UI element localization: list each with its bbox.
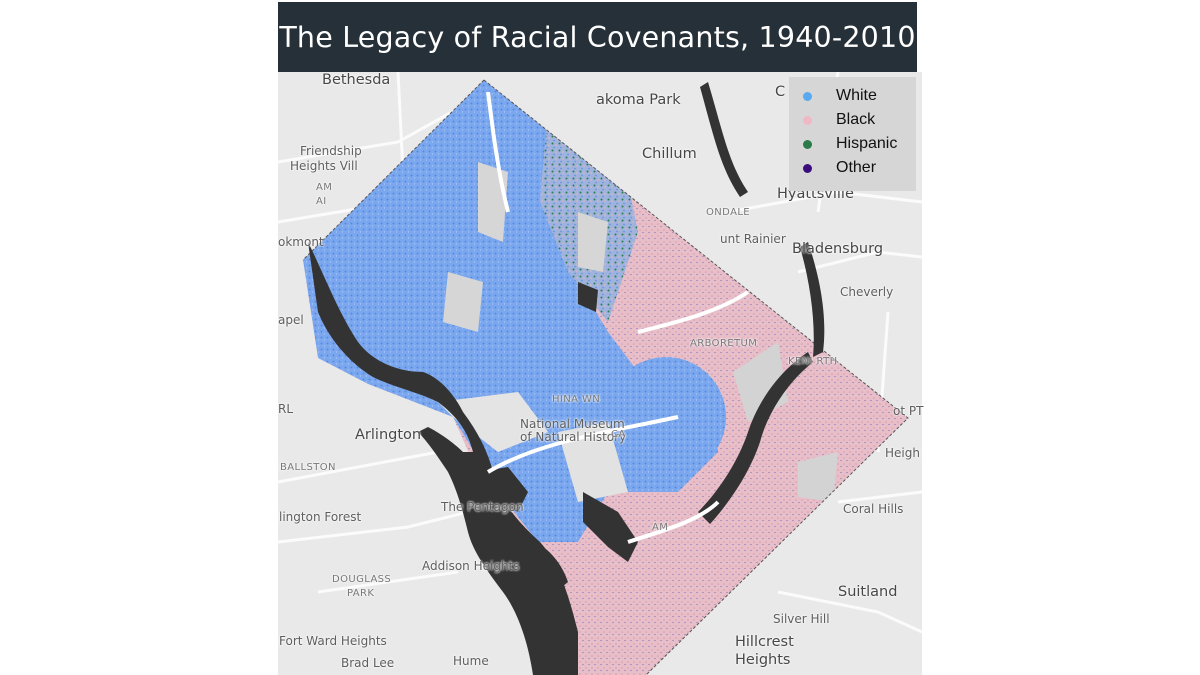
label-c: C xyxy=(775,84,786,100)
label-capitol: CA xyxy=(611,429,626,440)
label-friendship-1: Friendship xyxy=(300,144,362,158)
label-douglass-1: DOUGLASS xyxy=(332,574,392,585)
label-fort-ward-heights: Fort Ward Heights xyxy=(279,634,387,648)
label-arlington-forest: lington Forest xyxy=(279,510,362,524)
label-ondale: ONDALE xyxy=(706,207,751,218)
label-rl: RL xyxy=(278,402,294,416)
label-museum-2: of Natural History xyxy=(520,430,627,444)
legend-dot-black xyxy=(803,115,812,125)
label-kenilworth: KENI RTH xyxy=(788,356,838,367)
legend-label-hispanic: Hispanic xyxy=(836,135,898,152)
legend-item-white: White xyxy=(803,85,877,107)
title-bar: The Legacy of Racial Covenants, 1940-201… xyxy=(278,2,917,72)
label-apel: apel xyxy=(278,313,304,327)
legend-dot-hispanic xyxy=(803,139,812,149)
legend-label-white: White xyxy=(836,87,877,104)
label-am-2: AI xyxy=(316,196,327,207)
map-title: The Legacy of Racial Covenants, 1940-201… xyxy=(279,20,916,54)
label-pt: ot PT xyxy=(893,404,924,418)
label-ballston: BALLSTON xyxy=(280,462,336,473)
label-museum-1: National Museum xyxy=(520,417,625,431)
label-chillum: Chillum xyxy=(642,146,697,162)
water xyxy=(308,82,825,675)
map-svg xyxy=(278,72,922,675)
label-arboretum: ARBORETUM xyxy=(690,338,758,349)
label-am-1: AM xyxy=(316,182,333,193)
label-arlington: Arlington xyxy=(355,427,422,443)
label-am-lower: AM xyxy=(652,522,669,533)
legend-item-black: Black xyxy=(803,109,875,131)
legend: White Black Hispanic Other xyxy=(789,77,916,191)
label-heights-edge: Heigh xyxy=(885,446,920,460)
legend-item-hispanic: Hispanic xyxy=(803,133,897,155)
label-suitland: Suitland xyxy=(838,584,898,600)
label-takoma-park: akoma Park xyxy=(596,92,681,108)
label-bethesda: Bethesda xyxy=(322,72,391,88)
label-coral-hills: Coral Hills xyxy=(843,502,904,516)
legend-dot-white xyxy=(803,91,812,101)
legend-label-other: Other xyxy=(836,159,877,176)
label-mount-rainier: unt Rainier xyxy=(720,232,786,246)
label-brad-lee: Brad Lee xyxy=(341,656,395,670)
label-okmont: okmont xyxy=(278,235,324,249)
label-silver-hill: Silver Hill xyxy=(773,612,830,626)
major-roads xyxy=(486,91,750,544)
label-douglass-2: PARK xyxy=(347,588,375,599)
label-bladensburg: Bladensburg xyxy=(792,241,884,257)
legend-item-other: Other xyxy=(803,157,876,179)
dc-boundary xyxy=(483,79,909,675)
dc-boundary-nw xyxy=(302,79,485,261)
label-hillcrest-1: Hillcrest xyxy=(735,634,794,650)
label-cheverly: Cheverly xyxy=(840,285,894,299)
label-friendship-2: Heights Vill xyxy=(290,159,358,173)
label-chinatown: HINA WN xyxy=(552,394,601,405)
label-hume: Hume xyxy=(453,654,489,668)
label-hillcrest-2: Heights xyxy=(735,652,791,668)
legend-label-black: Black xyxy=(836,111,876,128)
label-addison-heights: Addison Heights xyxy=(422,559,520,573)
label-pentagon: The Pentagon xyxy=(441,500,524,514)
legend-dot-other xyxy=(803,163,812,173)
